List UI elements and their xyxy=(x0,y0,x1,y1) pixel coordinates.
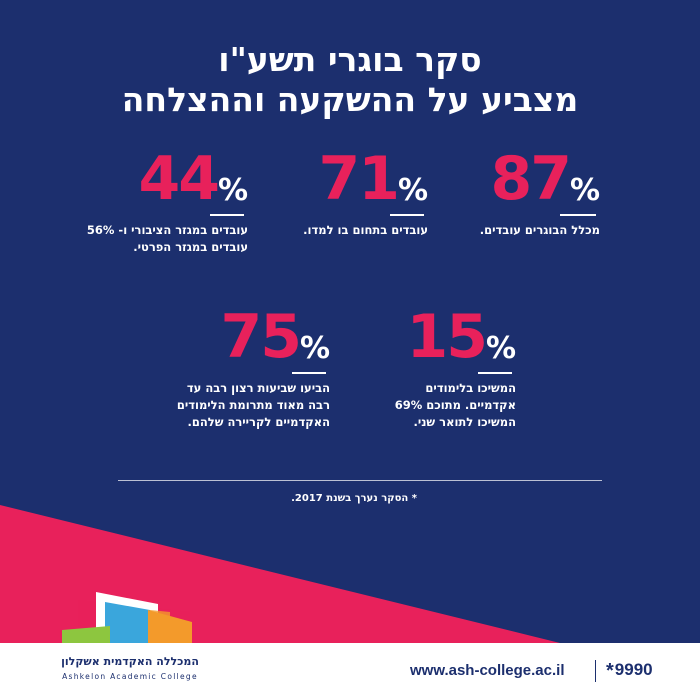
stat-value: 75 xyxy=(220,302,302,372)
stat-employed-in-field: 71 % עובדים בתחום בו למדו. xyxy=(290,148,428,248)
page-title-line-2: מצביע על ההשקעה וההצלחה xyxy=(121,80,579,119)
stat-continued-studies: 15 % המשיכו בלימודים אקדמיים. מתוכם 69% … xyxy=(388,306,516,436)
stat-percent-sign: % xyxy=(397,173,428,208)
stat-rule xyxy=(210,214,244,216)
website-link[interactable]: www.ash-college.ac.il xyxy=(410,662,565,679)
stat-value: 71 xyxy=(318,144,400,214)
stat-rule xyxy=(292,372,326,374)
phone-digits: 9990 xyxy=(614,660,653,679)
college-logo-icon xyxy=(62,592,192,645)
stat-description: מכלל הבוגרים עובדים. xyxy=(479,223,600,237)
footer-bar xyxy=(0,643,700,700)
logo-hebrew-text: המכללה האקדמית אשקלון xyxy=(61,655,199,668)
stat-percent-sign: % xyxy=(217,173,248,208)
stat-rule xyxy=(478,372,512,374)
stat-description: עובדים בתחום בו למדו. xyxy=(303,223,428,237)
stat-public-sector: 44 % עובדים במגזר הציבורי ו- 56% עובדים … xyxy=(87,144,248,258)
stat-description: הביעו שביעות רצון רבה עד רבה מאוד מתרומת… xyxy=(176,381,330,429)
stat-rule xyxy=(390,214,424,216)
stat-percent-sign: % xyxy=(569,173,600,208)
survey-footnote: * הסקר נערך בשנת 2017. xyxy=(291,493,417,504)
stat-description: המשיכו בלימודים אקדמיים. מתוכם 69% המשיכ… xyxy=(394,381,516,429)
stat-rule xyxy=(560,214,596,216)
stat-value: 44 xyxy=(138,144,220,214)
star-icon: * xyxy=(606,660,614,682)
stat-satisfaction: 75 % הביעו שביעות רצון רבה עד רבה מאוד מ… xyxy=(170,306,330,436)
logo-english-text: Ashkelon Academic College xyxy=(62,672,198,681)
stat-value: 87 xyxy=(490,144,572,214)
footer-separator xyxy=(595,660,596,682)
section-divider xyxy=(118,480,602,481)
stat-employed: 87 % מכלל הבוגרים עובדים. xyxy=(470,148,600,248)
stat-description: עובדים במגזר הציבורי ו- 56% עובדים במגזר… xyxy=(86,223,248,254)
stat-value: 15 xyxy=(406,302,488,372)
stat-percent-sign: % xyxy=(485,331,516,366)
phone-number[interactable]: *9990 xyxy=(606,660,653,683)
page-title-line-1: סקר בוגרי תשע"ו xyxy=(218,40,482,79)
stat-percent-sign: % xyxy=(299,331,330,366)
